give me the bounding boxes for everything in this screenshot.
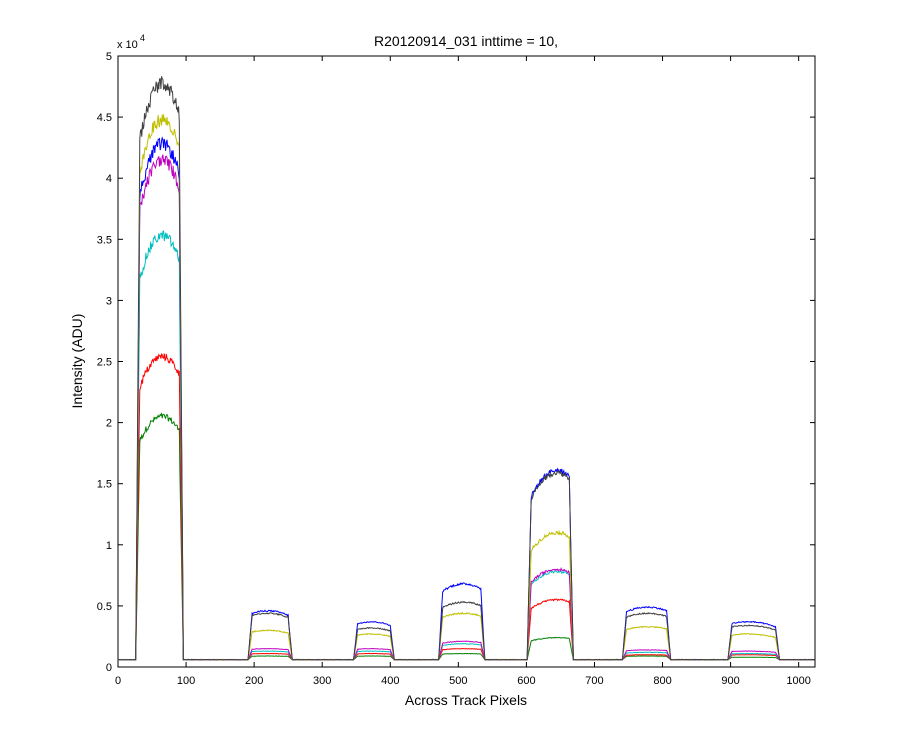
x-tick-label: 600	[517, 675, 535, 687]
x-tick-label: 200	[245, 675, 263, 687]
x-tick-label: 800	[653, 675, 671, 687]
axes-layer: 0 100 200 300 400 500 600 700 800 900 1000 0 0.5 1 1.5…	[97, 51, 815, 687]
x-tick-label: 900	[721, 675, 739, 687]
y-axis-label: Intensity (ADU)	[69, 314, 85, 409]
x-tick-label: 300	[313, 675, 331, 687]
x-tick-label: 100	[177, 675, 195, 687]
y-tick-label: 2.5	[97, 357, 112, 369]
x-tick-label: 1000	[786, 675, 810, 687]
y-tick-label: 1.5	[97, 479, 112, 491]
y-tick-label: 2	[106, 418, 112, 430]
plot-area	[117, 55, 816, 668]
y-tick-label: 4.5	[97, 112, 112, 124]
series-line	[117, 76, 815, 661]
x-tick-label: 0	[115, 675, 121, 687]
y-tick-label: 4	[106, 173, 112, 185]
y-multiplier-exponent: 4	[140, 33, 145, 43]
series-layer	[117, 76, 815, 661]
y-multiplier: x 10	[117, 39, 138, 51]
x-tick-label: 400	[381, 675, 399, 687]
y-tick-label: 0.5	[97, 601, 112, 613]
x-tick-label: 500	[449, 675, 467, 687]
y-tick-label: 3.5	[97, 234, 112, 246]
y-tick-label: 3	[106, 295, 112, 307]
chart-title: R20120914_031 inttime = 10,	[374, 33, 558, 49]
y-tick-label: 0	[106, 662, 112, 674]
x-tick-label: 700	[585, 675, 603, 687]
x-axis-label: Across Track Pixels	[405, 692, 527, 708]
y-tick-label: 1	[106, 540, 112, 552]
y-tick-label: 5	[106, 51, 112, 63]
